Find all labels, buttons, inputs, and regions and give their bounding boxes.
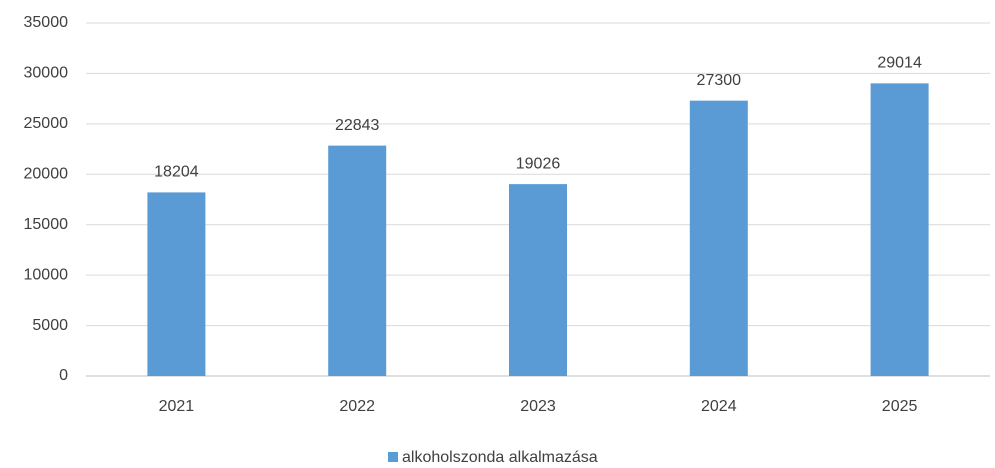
x-tick-label: 2023 [520,398,556,415]
x-tick-label: 2021 [159,398,195,415]
y-tick-label: 0 [59,367,68,384]
data-label: 27300 [697,72,742,89]
bar [147,192,206,376]
bar [689,100,748,376]
y-tick-label: 15000 [24,216,69,233]
data-label: 19026 [516,155,561,172]
y-tick-label: 20000 [24,166,69,183]
y-tick-label: 35000 [24,14,69,31]
data-label: 29014 [877,55,922,72]
bar [509,184,567,376]
y-tick-label: 25000 [24,115,69,132]
y-tick-label: 10000 [24,266,69,283]
legend-swatch [388,452,398,462]
x-tick-label: 2024 [701,398,737,415]
y-tick-label: 30000 [24,65,69,82]
bar [328,145,387,376]
x-tick-label: 2025 [882,398,918,415]
data-label: 22843 [335,117,380,134]
data-label: 18204 [154,164,199,181]
y-tick-label: 5000 [32,317,68,334]
legend-label: alkoholszonda alkalmazása [402,449,598,466]
x-tick-label: 2022 [339,398,375,415]
bar [870,83,929,377]
